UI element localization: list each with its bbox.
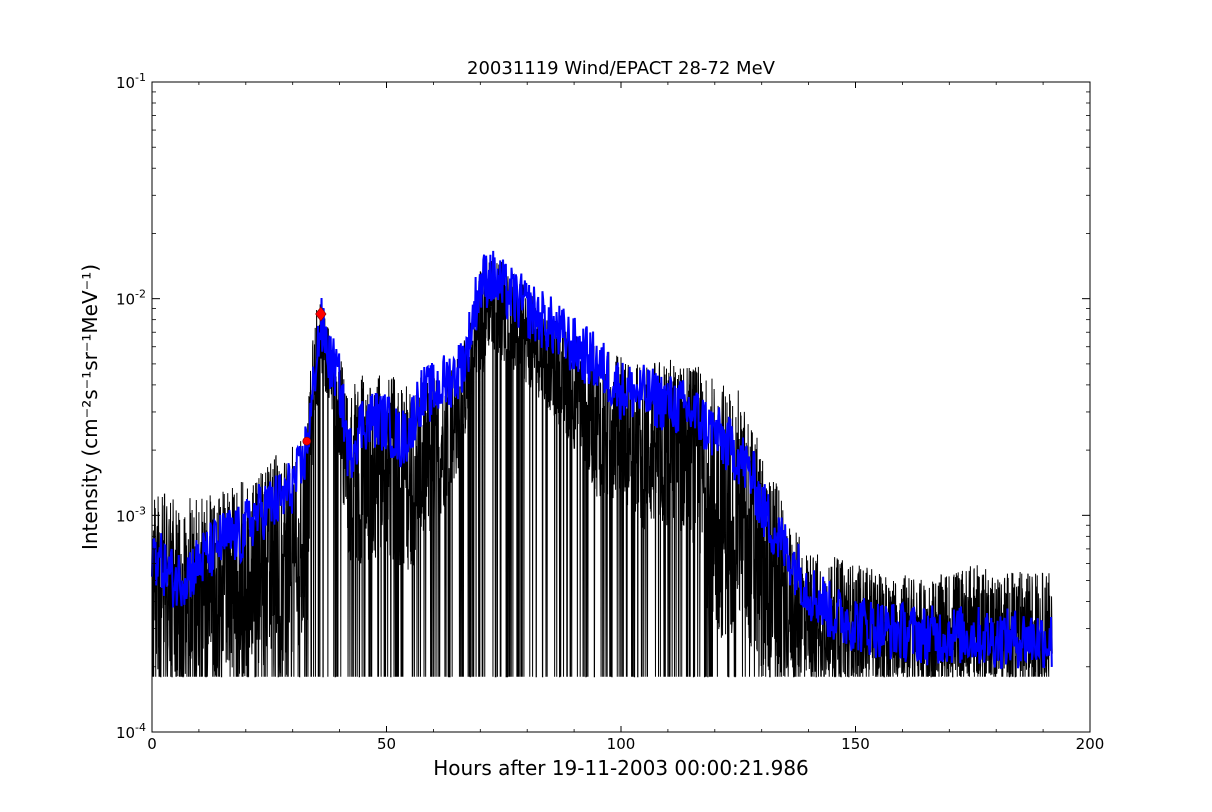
x-tick-label: 200 xyxy=(1076,735,1105,753)
y-tick-label: 10-3 xyxy=(116,504,146,525)
raw-series xyxy=(151,255,1053,678)
y-axis-label: Intensity (cm⁻²s⁻¹sr⁻¹MeV⁻¹) xyxy=(78,264,102,550)
y-axis: 10-4 10-3 10-2 10-1 xyxy=(116,71,1090,742)
chart-title: 20031119 Wind/EPACT 28-72 MeV xyxy=(467,58,776,79)
x-tick-label: 150 xyxy=(841,735,870,753)
x-tick-label: 0 xyxy=(147,735,157,753)
x-axis-label: Hours after 19-11-2003 00:00:21.986 xyxy=(433,756,809,780)
x-tick-label: 100 xyxy=(607,735,636,753)
y-tick-label: 10-4 xyxy=(116,721,146,742)
smoothed-series xyxy=(151,250,1053,670)
x-tick-label: 50 xyxy=(377,735,396,753)
y-tick-label: 10-2 xyxy=(116,288,146,309)
smoothed-series-line xyxy=(151,250,1053,670)
peak-marker xyxy=(315,306,327,322)
event-markers xyxy=(302,306,327,446)
y-tick-label: 10-1 xyxy=(116,71,146,92)
x-axis: 0 50 100 150 200 xyxy=(147,82,1104,753)
raw-series-line xyxy=(151,255,1053,678)
onset-marker xyxy=(302,436,312,446)
